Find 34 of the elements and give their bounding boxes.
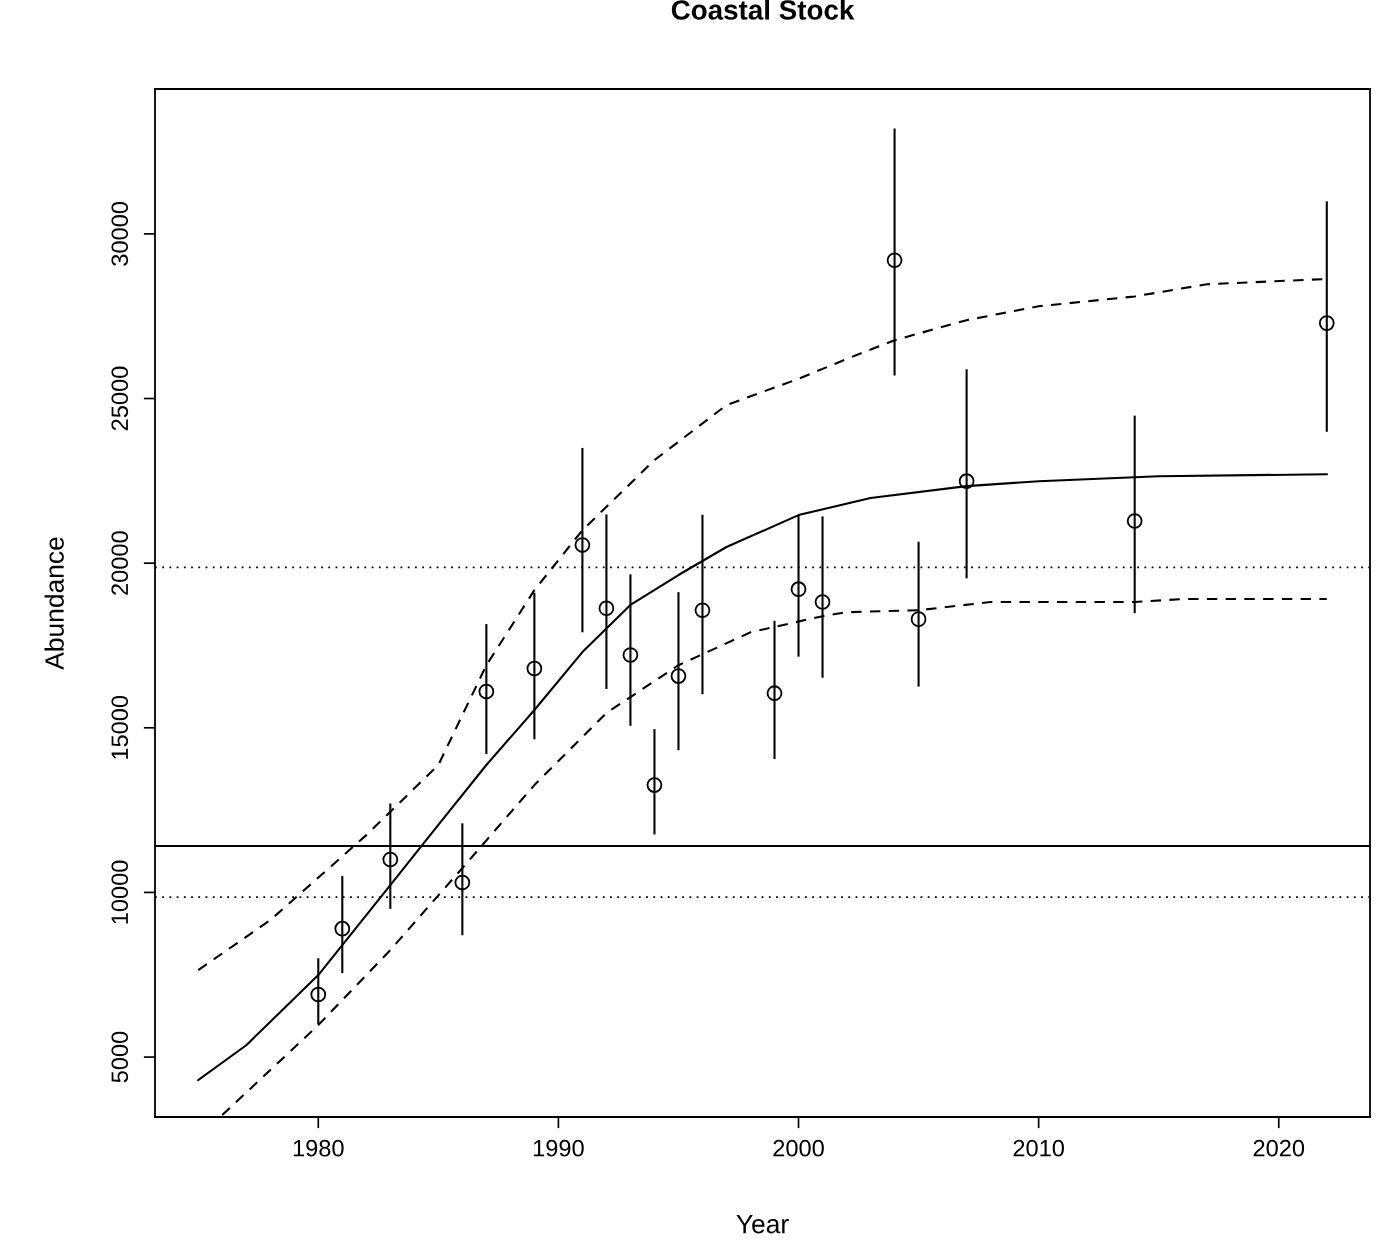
point bbox=[886, 252, 903, 269]
point bbox=[574, 537, 591, 553]
point bbox=[910, 611, 927, 627]
point bbox=[646, 777, 663, 793]
point bbox=[1318, 315, 1335, 331]
point bbox=[454, 874, 471, 891]
y-tick-label: 5000 bbox=[111, 1031, 129, 1083]
y-tick-label: 25000 bbox=[111, 366, 129, 431]
x-tick-label: 2000 bbox=[773, 1139, 824, 1157]
point bbox=[958, 473, 975, 490]
point bbox=[670, 668, 687, 684]
x-tick-label: 1980 bbox=[293, 1139, 344, 1157]
y-tick-label: 15000 bbox=[111, 695, 129, 759]
point bbox=[814, 594, 831, 610]
x-tick-label: 1990 bbox=[533, 1139, 584, 1157]
point bbox=[310, 986, 327, 1003]
chart-title: Coastal Stock bbox=[671, 0, 855, 20]
y-tick-label: 30000 bbox=[111, 201, 129, 266]
point bbox=[766, 685, 783, 702]
x-tick-label: 2010 bbox=[1013, 1139, 1064, 1157]
point bbox=[478, 683, 495, 700]
point bbox=[334, 920, 351, 937]
point bbox=[694, 602, 711, 619]
y-axis-title: Abundance bbox=[44, 537, 64, 670]
x-axis-title: Year bbox=[736, 1214, 789, 1234]
point bbox=[382, 851, 399, 868]
point bbox=[1126, 513, 1143, 529]
point bbox=[790, 581, 807, 598]
x-tick-label: 2020 bbox=[1253, 1139, 1305, 1157]
point bbox=[598, 600, 615, 617]
point bbox=[526, 660, 543, 677]
y-tick-label: 10000 bbox=[111, 860, 129, 924]
point bbox=[622, 647, 639, 663]
y-tick-label: 20000 bbox=[111, 531, 129, 595]
